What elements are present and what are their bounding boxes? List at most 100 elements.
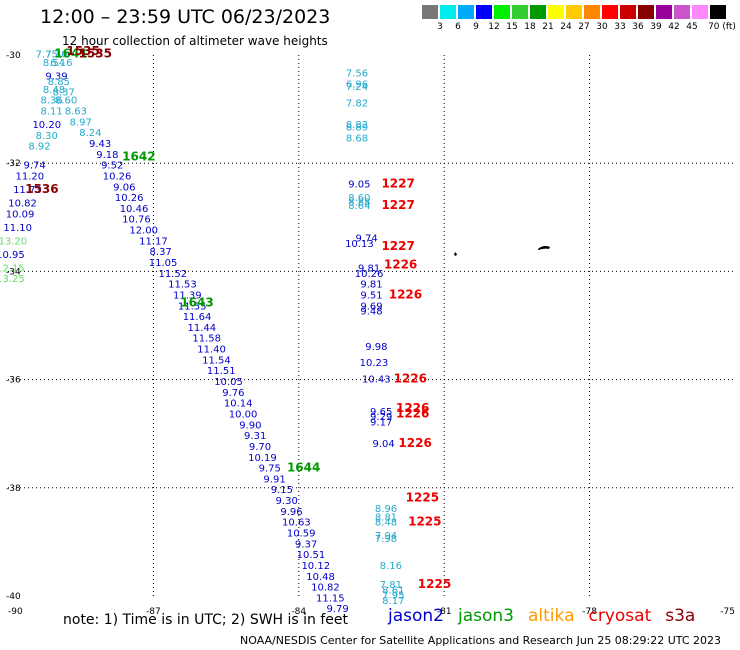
y-tick-label: -34 (6, 267, 21, 277)
grid-lines (8, 55, 735, 596)
swh-point-label: 10.82 (311, 583, 340, 594)
swh-point-label: 11.53 (168, 280, 197, 291)
swh-point-label: 9.37 (295, 539, 317, 550)
x-tick-label: -90 (8, 607, 23, 617)
swh-point-label: 11.73 (13, 185, 42, 196)
swh-point-label: 11.39 (173, 290, 202, 301)
colorbar-swatch (584, 5, 600, 19)
colorbar-label: 15 (506, 22, 518, 32)
time-label: 1642 (122, 149, 155, 163)
swh-point-label: 8.16 (380, 561, 402, 572)
colorbar-label: 33 (614, 22, 626, 32)
colorbar-swatch (476, 5, 492, 19)
swh-point-label: 8.24 (79, 128, 101, 139)
swh-point-label: 8.81 (375, 512, 397, 523)
swh-point-label: 9.30 (276, 496, 298, 507)
x-tick-label: -75 (720, 607, 735, 617)
swh-point-label: 9.65 (370, 407, 392, 418)
colorbar-label: 27 (578, 22, 590, 32)
colorbar-swatch (494, 5, 510, 19)
colorbar-label: 12 (488, 22, 500, 32)
y-tick-label: -38 (6, 484, 21, 494)
legend-entry: jason2 (388, 606, 444, 626)
colorbar-swatch (620, 5, 636, 19)
swh-point-label: 11.54 (202, 355, 231, 366)
x-tick-label: -81 (437, 607, 452, 617)
swh-point-label: 9.43 (89, 139, 111, 150)
swh-point-label: 10.59 (287, 528, 316, 539)
swh-point-label: 8.54 (43, 58, 65, 69)
axis-ticks: -90 -87 -84 -81 -78 -75 -30 -32 -34 -36 -38 -40 (6, 51, 735, 617)
y-tick-label: -30 (6, 51, 21, 61)
colorbar-swatch (440, 5, 456, 19)
swh-point-label: 9.91 (263, 474, 285, 485)
colorbar-swatch (674, 5, 690, 19)
credit-line: NOAA/NESDIS Center for Satellite Applica… (240, 634, 722, 647)
swh-point-label: 9.39 (45, 71, 67, 82)
colorbar-label: 24 (560, 22, 572, 32)
swh-point-label: 8.89 (346, 123, 368, 134)
colorbar-label: 39 (650, 22, 662, 32)
swh-point-label: 6.96 (346, 79, 368, 90)
swh-point-label: 9.96 (280, 507, 302, 518)
swh-point-label: 11.52 (158, 269, 187, 280)
swh-point-label: 9.70 (249, 442, 271, 453)
colorbar-label: 3 (437, 22, 443, 32)
swh-point-label: 9.98 (365, 342, 387, 353)
swh-point-label: 8.92 (28, 142, 50, 153)
swh-point-label: 7.24 (346, 82, 368, 93)
colorbar-label: 21 (542, 22, 554, 32)
colorbar-swatch (458, 5, 474, 19)
swh-point-label: 12.00 (129, 226, 158, 237)
swh-point-label: 10.82 (8, 198, 37, 209)
y-tick-label: -40 (6, 592, 21, 602)
swh-point-label: 10.48 (306, 572, 335, 583)
swh-point-label: 10.76 (122, 215, 151, 226)
colorbar-label: 45 (686, 22, 698, 32)
swh-point-label: 9.48 (360, 307, 382, 318)
y-tick-label: -32 (6, 159, 21, 169)
swh-point-label: 11.40 (197, 345, 226, 356)
swh-point-label: 8.64 (348, 201, 370, 212)
swh-point-label: 9.31 (244, 431, 266, 442)
swh-point-label: 10.46 (120, 204, 149, 215)
time-label: 1226 (396, 406, 429, 420)
swh-point-label: 9.17 (370, 418, 392, 429)
time-label: 1225 (418, 577, 451, 591)
swh-point-label: 10.00 (229, 409, 258, 420)
swh-point-label: 11.64 (183, 312, 212, 323)
swh-point-label: 9.05 (348, 180, 370, 191)
colorbar-swatch (530, 5, 546, 19)
time-label: 1225 (406, 490, 439, 504)
time-label: 1226 (396, 401, 429, 415)
colorbar-swatch (548, 5, 564, 19)
swh-point-label: 9.75 (259, 464, 281, 475)
swh-point-label: 11.55 (178, 301, 207, 312)
swh-point-label: 11.10 (3, 223, 32, 234)
colorbar-label: 18 (524, 22, 536, 32)
time-label: 1643 (180, 296, 213, 310)
time-label: 1535 (66, 44, 99, 58)
swh-point-label: 9.79 (326, 604, 348, 615)
swh-point-label: 10.26 (115, 193, 144, 204)
islet-mark (454, 252, 457, 256)
swh-point-label: 13.25 (0, 274, 25, 285)
colorbar-label: 70 (ft) (708, 22, 736, 32)
satellite-legend: jason2 jason3 altika cryosat s3a (388, 606, 709, 626)
swh-point-label: 7.30 (45, 50, 67, 61)
swh-point-label: 8.48 (43, 85, 65, 96)
swh-point-label: 11.51 (207, 366, 236, 377)
time-label: 1644 (287, 461, 320, 475)
swh-point-label: 9.81 (358, 263, 380, 274)
swh-point-label: 9.06 (113, 182, 135, 193)
swh-point-label: 8.88 (348, 197, 370, 208)
swh-point-label: 8.11 (40, 107, 62, 118)
swh-point-label: 11.05 (149, 258, 178, 269)
swh-point-label: 8.60 (55, 96, 77, 107)
swh-point-label: 10.26 (355, 269, 384, 280)
swh-point-label: 9.18 (96, 150, 118, 161)
swh-point-label: 8.82 (346, 120, 368, 131)
swh-point-label: 12.15 (0, 263, 25, 274)
